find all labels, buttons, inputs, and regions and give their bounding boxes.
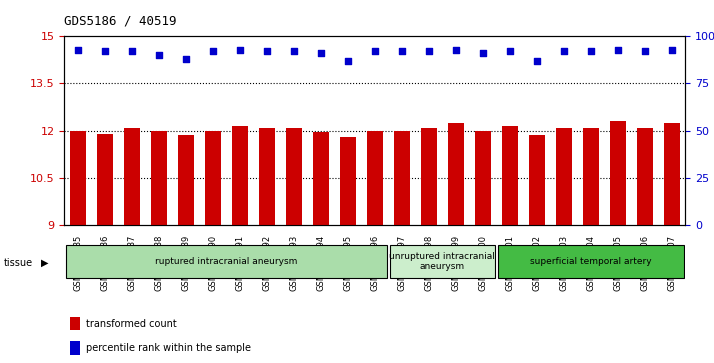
Bar [583, 127, 599, 225]
Bar [258, 127, 275, 225]
Point [72, 46, 84, 52]
Bar [664, 123, 680, 225]
Point [450, 46, 461, 52]
Point [288, 49, 300, 54]
Point [99, 49, 111, 54]
Point [261, 49, 273, 54]
Point [342, 58, 353, 64]
Point [504, 49, 516, 54]
Point [234, 46, 246, 52]
Point [612, 46, 623, 52]
Bar [124, 127, 140, 225]
FancyBboxPatch shape [66, 245, 387, 278]
Bar [637, 127, 653, 225]
Bar [610, 121, 626, 225]
Point [477, 50, 488, 56]
Point [531, 58, 543, 64]
Bar [178, 135, 194, 225]
Text: ▶: ▶ [41, 258, 49, 268]
Bar [205, 131, 221, 225]
Bar [286, 127, 302, 225]
Point [153, 52, 164, 58]
Bar [555, 127, 572, 225]
Point [369, 49, 381, 54]
Text: ruptured intracranial aneurysm: ruptured intracranial aneurysm [155, 257, 298, 266]
Bar [340, 137, 356, 225]
Point [639, 49, 650, 54]
Text: GDS5186 / 40519: GDS5186 / 40519 [64, 15, 177, 28]
Bar [313, 132, 329, 225]
Bar [96, 134, 113, 225]
Bar [70, 131, 86, 225]
Text: unruptured intracranial
aneurysm: unruptured intracranial aneurysm [389, 252, 496, 271]
Text: transformed count: transformed count [86, 319, 177, 329]
Bar [475, 131, 491, 225]
Bar [421, 127, 437, 225]
Point [585, 49, 597, 54]
Point [423, 49, 435, 54]
Bar [529, 135, 545, 225]
Point [558, 49, 570, 54]
FancyBboxPatch shape [498, 245, 684, 278]
Text: superficial temporal artery: superficial temporal artery [530, 257, 652, 266]
Text: percentile rank within the sample: percentile rank within the sample [86, 343, 251, 353]
Bar [71, 341, 80, 355]
Point [396, 49, 408, 54]
Bar [232, 126, 248, 225]
Point [126, 49, 138, 54]
Bar [367, 131, 383, 225]
FancyBboxPatch shape [390, 245, 495, 278]
Point [666, 46, 678, 52]
Point [315, 50, 326, 56]
Bar [71, 317, 80, 330]
Bar [448, 123, 464, 225]
Point [180, 56, 191, 62]
Bar [393, 131, 410, 225]
Bar [502, 126, 518, 225]
Text: tissue: tissue [4, 258, 33, 268]
Bar [151, 131, 167, 225]
Point [207, 49, 218, 54]
